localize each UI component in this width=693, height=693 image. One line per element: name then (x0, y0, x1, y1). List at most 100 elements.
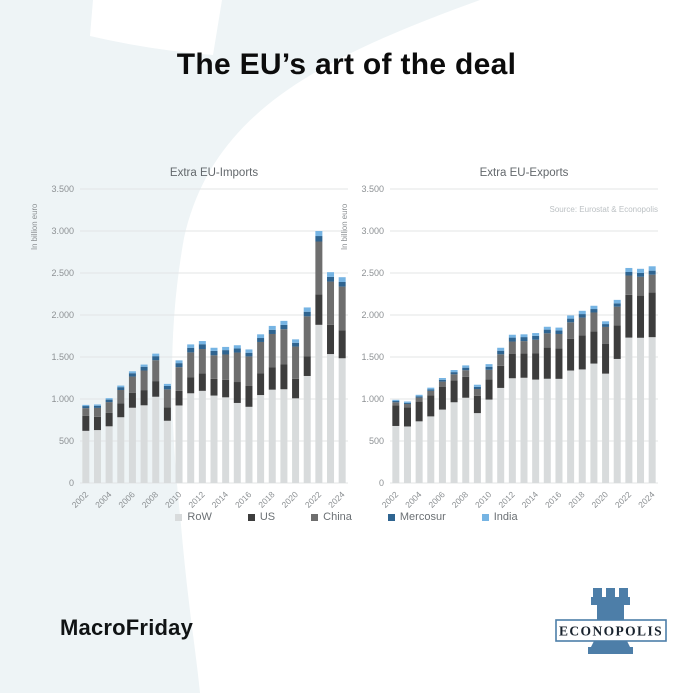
imports-bars (82, 231, 346, 483)
bar-segment-row-2014 (532, 379, 540, 483)
bar-segment-india-2007 (450, 370, 458, 373)
bar-segment-india-2023 (327, 272, 335, 277)
bar-segment-india-2013 (210, 347, 218, 351)
bar-segment-us-2009 (163, 407, 171, 421)
bar-segment-row-2003 (403, 426, 411, 483)
bar-segment-row-2019 (590, 363, 598, 483)
bar-segment-row-2016 (245, 406, 253, 483)
bar-segment-us-2017 (257, 373, 265, 396)
bar-segment-us-2022 (315, 294, 323, 325)
bar-segment-row-2008 (152, 396, 160, 483)
bar-segment-us-2014 (532, 353, 540, 380)
bar-segment-mercosur-2014 (222, 350, 230, 355)
x-tick-label: 2022 (303, 489, 324, 510)
bar-segment-china-2006 (438, 381, 446, 387)
legend-label-china: China (323, 511, 352, 523)
imports-y-axis-label: In billion euro (30, 203, 39, 250)
legend-label-mercosur: Mercosur (399, 511, 446, 523)
bar-segment-row-2023 (327, 354, 335, 483)
bar-segment-india-2018 (268, 325, 276, 330)
bar-segment-us-2019 (590, 331, 598, 364)
bar-segment-china-2005 (427, 390, 435, 396)
bar-segment-india-2004 (105, 398, 113, 400)
bar-segment-row-2010 (485, 399, 493, 483)
y-tick-label: 0 (379, 478, 384, 488)
y-tick-label: 1.000 (361, 394, 384, 404)
bar-segment-china-2023 (327, 281, 335, 325)
x-tick-label: 2004 (403, 489, 424, 510)
bar-segment-china-2004 (105, 402, 113, 413)
source-note: Source: Eurostat & Econopolis (549, 205, 658, 214)
bar-segment-china-2012 (198, 349, 206, 374)
bar-segment-india-2009 (163, 383, 171, 386)
x-tick-label: 2016 (543, 489, 564, 510)
bar-segment-china-2007 (450, 374, 458, 381)
y-tick-label: 1.000 (51, 394, 74, 404)
bar-segment-us-2013 (520, 353, 528, 378)
bar-segment-row-2004 (415, 421, 423, 483)
bar-segment-us-2020 (602, 343, 610, 374)
bar-segment-mercosur-2007 (450, 372, 458, 375)
bar-segment-india-2024 (338, 277, 346, 282)
x-tick-label: 2020 (280, 489, 301, 510)
bar-segment-mercosur-2010 (175, 363, 183, 368)
x-tick-label: 2010 (163, 489, 184, 510)
exports-y-axis-label: In billion euro (340, 203, 349, 250)
bar-segment-mercosur-2024 (338, 281, 346, 287)
exports-chart-title: Extra EU-Exports (480, 167, 569, 179)
bar-segment-us-2012 (198, 373, 206, 391)
bar-segment-china-2015 (233, 352, 241, 383)
bar-segment-india-2006 (438, 378, 446, 380)
bar-segment-mercosur-2021 (613, 303, 621, 307)
legend-item-india: India (481, 511, 518, 523)
bar-segment-china-2016 (555, 333, 563, 349)
bar-segment-india-2002 (392, 399, 400, 402)
legend-label-row: RoW (187, 511, 212, 523)
bar-segment-row-2013 (520, 377, 528, 483)
bar-segment-us-2016 (245, 385, 253, 407)
bar-segment-china-2017 (257, 341, 265, 374)
bar-segment-india-2018 (578, 310, 586, 315)
bar-segment-china-2003 (403, 403, 411, 408)
bar-segment-row-2024 (338, 358, 346, 483)
bar-segment-us-2008 (462, 376, 470, 398)
x-tick-label: 2008 (140, 489, 161, 510)
bar-segment-row-2002 (392, 425, 400, 483)
bar-segment-row-2014 (222, 397, 230, 483)
bar-segment-china-2023 (637, 276, 645, 296)
bar-segment-row-2024 (648, 337, 656, 483)
bar-segment-china-2020 (602, 326, 610, 344)
bar-segment-row-2006 (438, 409, 446, 483)
bar-segment-china-2022 (315, 241, 323, 295)
legend-item-mercosur: Mercosur (387, 511, 446, 523)
bar-segment-us-2015 (233, 382, 241, 403)
row-swatch-icon (175, 513, 183, 521)
legend-item-row: RoW (175, 511, 212, 523)
bar-segment-us-2006 (128, 392, 136, 408)
bar-segment-china-2013 (210, 355, 218, 379)
x-tick-label: 2014 (520, 489, 541, 510)
x-tick-label: 2006 (426, 489, 447, 510)
bar-segment-mercosur-2006 (438, 379, 446, 382)
bar-segment-row-2011 (187, 393, 195, 483)
bar-segment-mercosur-2004 (105, 399, 113, 403)
bar-segment-us-2002 (392, 405, 400, 426)
bar-segment-india-2016 (555, 327, 563, 331)
bar-segment-row-2002 (82, 430, 90, 483)
x-tick-label: 2008 (450, 489, 471, 510)
bar-segment-mercosur-2019 (280, 324, 288, 330)
bar-segment-us-2016 (555, 348, 563, 379)
bar-segment-us-2012 (508, 353, 516, 379)
bar-segment-row-2011 (497, 387, 505, 483)
bar-segment-mercosur-2007 (140, 366, 148, 371)
bar-segment-us-2024 (648, 292, 656, 338)
bar-segment-india-2017 (257, 334, 265, 339)
bar-segment-us-2022 (625, 294, 633, 338)
bar-segment-india-2004 (415, 394, 423, 397)
bar-segment-us-2011 (187, 377, 195, 394)
bar-segment-india-2021 (613, 299, 621, 304)
imports-x-ticks: 2002 2004 2006 2008 2010 2012 2014 2016 2018 2020… (70, 489, 347, 510)
bar-segment-india-2008 (152, 353, 160, 357)
bar-segment-us-2015 (543, 347, 551, 379)
